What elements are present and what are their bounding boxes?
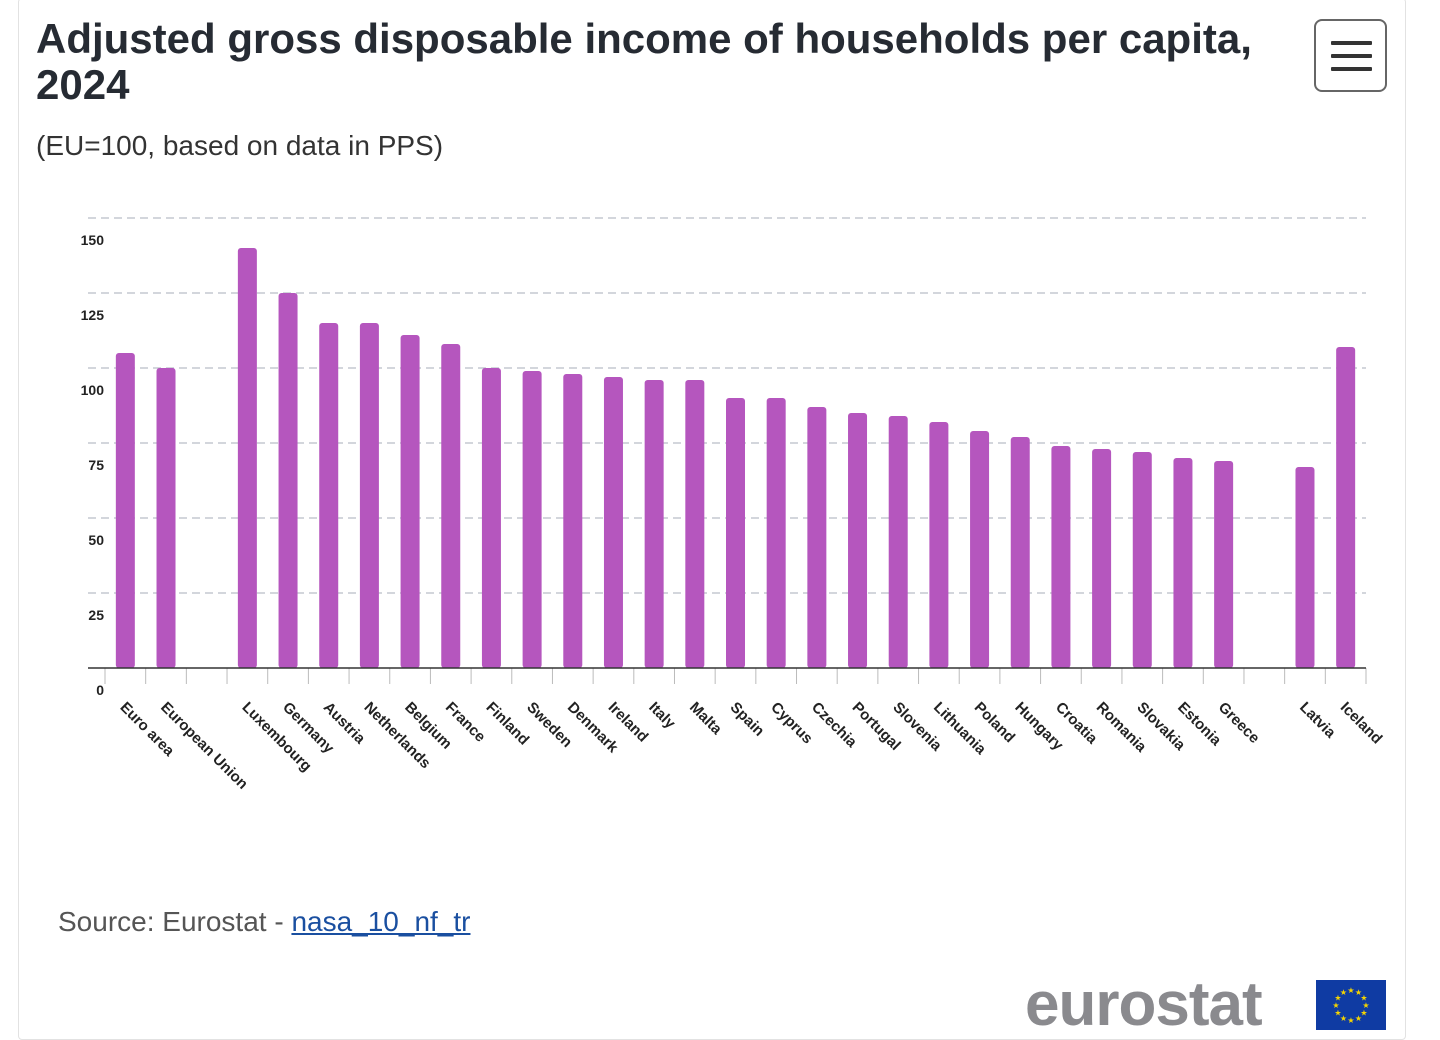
bar-portugal[interactable] (848, 413, 868, 668)
source-note: Source: Eurostat - nasa_10_nf_tr (58, 906, 470, 938)
star-icon: ★ (1360, 994, 1367, 1003)
y-tick-label: 100 (81, 382, 105, 398)
x-tick-label: Greece (1215, 699, 1263, 747)
bar-sweden[interactable] (522, 371, 542, 668)
y-tick-label: 50 (88, 532, 104, 548)
bar-latvia[interactable] (1295, 467, 1315, 668)
x-tick-label: Finland (483, 699, 533, 749)
bar-slovenia[interactable] (888, 416, 908, 668)
bar-iceland[interactable] (1336, 347, 1356, 668)
star-icon: ★ (1340, 988, 1347, 997)
y-tick-label: 150 (81, 232, 105, 248)
chart-subtitle: (EU=100, based on data in PPS) (36, 130, 444, 161)
bar-romania[interactable] (1092, 449, 1112, 668)
x-tick-label: Italy (645, 699, 679, 733)
bar-malta[interactable] (685, 380, 705, 668)
star-icon: ★ (1334, 1009, 1341, 1018)
bar-cyprus[interactable] (766, 398, 786, 668)
star-icon: ★ (1340, 1014, 1347, 1023)
bar-euro-area[interactable] (115, 353, 135, 668)
star-icon: ★ (1355, 988, 1362, 997)
bar-france[interactable] (441, 344, 461, 668)
star-icon: ★ (1347, 986, 1354, 995)
bar-luxembourg[interactable] (237, 248, 257, 668)
eu-flag-icon: ★ ★ ★ ★ ★ ★ ★ ★ ★ ★ ★ ★ (1316, 980, 1386, 1030)
x-tick-label: Latvia (1296, 699, 1339, 742)
y-tick-label: 75 (88, 457, 104, 473)
hamburger-menu-icon (1331, 54, 1372, 58)
star-icon: ★ (1355, 1014, 1362, 1023)
y-tick-label: 125 (81, 307, 105, 323)
x-tick-label: Cyprus (767, 699, 816, 748)
star-icon: ★ (1360, 1009, 1367, 1018)
chart-title: Adjusted gross disposable income of hous… (36, 15, 1252, 108)
bar-slovakia[interactable] (1132, 452, 1152, 668)
bar-lithuania[interactable] (929, 422, 949, 668)
bar-belgium[interactable] (400, 335, 420, 668)
bar-austria[interactable] (319, 323, 339, 668)
source-link[interactable]: nasa_10_nf_tr (291, 906, 471, 937)
star-icon: ★ (1332, 1001, 1339, 1010)
y-tick-label: 25 (88, 607, 104, 623)
y-tick-label: 0 (96, 682, 104, 698)
star-icon: ★ (1334, 994, 1341, 1003)
bar-finland[interactable] (481, 368, 501, 668)
bar-ireland[interactable] (603, 377, 623, 668)
hamburger-menu-icon (1331, 67, 1372, 71)
x-tick-label: Spain (727, 699, 768, 740)
bar-hungary[interactable] (1010, 437, 1030, 668)
bar-spain[interactable] (726, 398, 745, 668)
bar-croatia[interactable] (1051, 446, 1071, 668)
bar-netherlands[interactable] (359, 323, 379, 668)
bar-estonia[interactable] (1173, 458, 1193, 668)
hamburger-menu-icon (1331, 41, 1372, 45)
bar-germany[interactable] (278, 293, 298, 668)
bar-greece[interactable] (1214, 461, 1234, 668)
bar-poland[interactable] (970, 431, 990, 668)
bar-denmark[interactable] (563, 374, 583, 668)
source-prefix: Source: Eurostat - (58, 906, 292, 937)
star-icon: ★ (1362, 1001, 1369, 1010)
bar-czechia[interactable] (807, 407, 827, 668)
x-tick-label: Iceland (1337, 699, 1386, 748)
hamburger-menu-button[interactable] (1314, 19, 1387, 92)
bar-italy[interactable] (644, 380, 664, 668)
bar-european-union[interactable] (156, 368, 176, 668)
x-tick-label: Malta (686, 699, 726, 739)
eurostat-logo: eurostat (1025, 970, 1263, 1039)
star-icon: ★ (1347, 1016, 1354, 1025)
